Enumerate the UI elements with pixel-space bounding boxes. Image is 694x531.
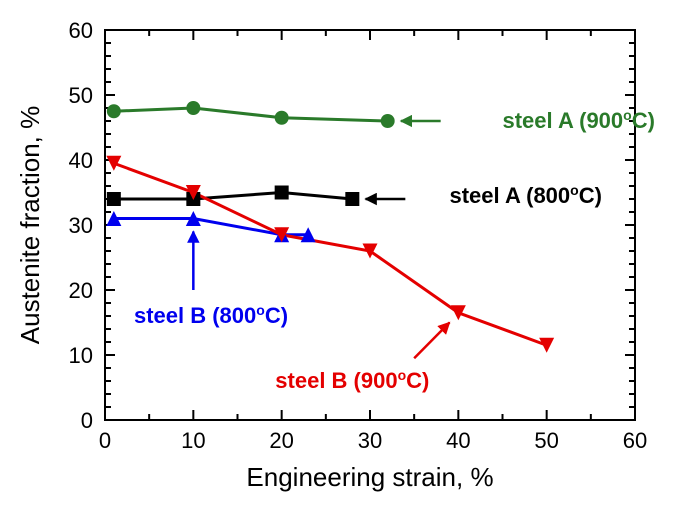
series-label-steelA_900: steel A (900oC) bbox=[503, 107, 655, 133]
y-tick-label: 40 bbox=[69, 148, 93, 173]
y-tick-label: 50 bbox=[69, 83, 93, 108]
marker-steelA_900 bbox=[186, 101, 200, 115]
marker-steelA_900 bbox=[381, 114, 395, 128]
marker-steelA_900 bbox=[275, 111, 289, 125]
y-axis-title: Austenite fraction, % bbox=[15, 106, 45, 344]
y-tick-label: 20 bbox=[69, 278, 93, 303]
series-label-steelB_900: steel B (900oC) bbox=[275, 367, 429, 393]
y-tick-label: 30 bbox=[69, 213, 93, 238]
chart: { "chart": { "type": "line", "width": 69… bbox=[0, 0, 694, 531]
marker-steelA_900 bbox=[107, 104, 121, 118]
x-tick-label: 0 bbox=[99, 428, 111, 453]
x-axis-title: Engineering strain, % bbox=[246, 462, 493, 492]
x-tick-label: 30 bbox=[358, 428, 382, 453]
x-tick-label: 60 bbox=[623, 428, 647, 453]
y-tick-label: 0 bbox=[81, 408, 93, 433]
y-tick-label: 60 bbox=[69, 18, 93, 43]
y-tick-label: 10 bbox=[69, 343, 93, 368]
marker-steelA_800 bbox=[107, 192, 121, 206]
x-tick-label: 50 bbox=[534, 428, 558, 453]
x-tick-label: 10 bbox=[181, 428, 205, 453]
series-label-steelB_800: steel B (800oC) bbox=[134, 302, 288, 328]
x-tick-label: 20 bbox=[269, 428, 293, 453]
marker-steelA_800 bbox=[345, 192, 359, 206]
x-tick-label: 40 bbox=[446, 428, 470, 453]
chart-svg: 0 10 20 30 40 50 60 0 10 20 30 40 50 60 Engineering … bbox=[0, 0, 694, 531]
series-label-steelA_800: steel A (800oC) bbox=[450, 182, 602, 208]
marker-steelA_800 bbox=[275, 186, 289, 200]
